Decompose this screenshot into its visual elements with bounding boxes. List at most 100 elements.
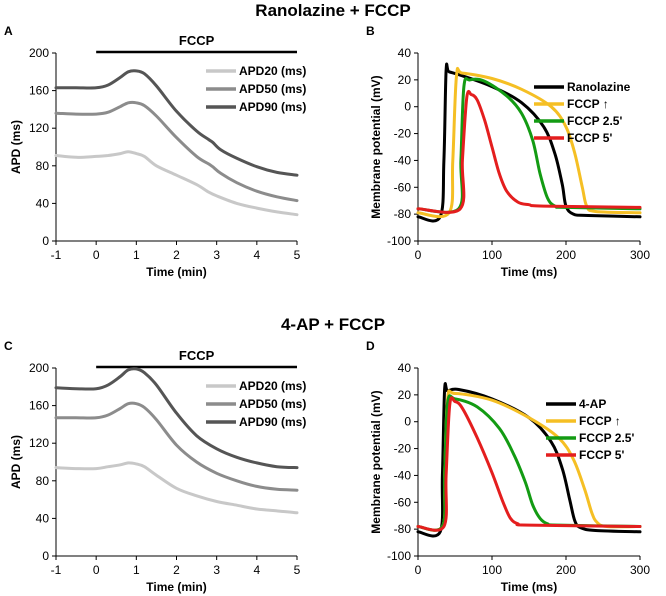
series-line-2 — [54, 69, 299, 177]
panel-letter: C — [4, 339, 13, 353]
y-axis-label: APD (ms) — [9, 435, 23, 489]
x-tick-label: 3 — [213, 248, 220, 262]
x-tick-label: -1 — [51, 563, 62, 577]
y-tick-label: 0 — [404, 100, 411, 114]
x-tick-label: 300 — [630, 563, 650, 577]
legend: Ranolazine FCCP ↑ FCCP 2.5' FCCP 5' — [534, 80, 631, 145]
legend: 4-AP FCCP ↑ FCCP 2.5' FCCP 5' — [546, 397, 634, 462]
x-tick-label: 2 — [173, 248, 180, 262]
legend-label: Ranolazine — [567, 80, 631, 94]
panel-d: D -100 -80 -60 -40 -20 0 20 40 0 100 200 300 Time (ms… — [366, 339, 650, 594]
y-tick-label: 40 — [398, 46, 412, 60]
y-tick-label: -40 — [394, 468, 412, 482]
fccp-bar-label: FCCP — [179, 348, 215, 363]
legend-label: APD90 (ms) — [239, 100, 306, 114]
x-tick-label: 5 — [294, 248, 301, 262]
y-tick-label: -100 — [387, 234, 411, 248]
y-tick-label: 80 — [36, 474, 50, 488]
y-tick-label: -40 — [394, 153, 412, 167]
x-tick-label: 4 — [253, 248, 260, 262]
y-tick-label: 40 — [398, 361, 412, 375]
legend-label: FCCP ↑ — [579, 414, 621, 428]
legend-label: APD20 (ms) — [239, 64, 306, 78]
x-axis-label: Time (ms) — [501, 580, 557, 594]
y-axis-label: Membrane potential (mV) — [369, 390, 383, 533]
row-title-bottom: 4-AP + FCCP — [281, 315, 385, 334]
x-tick-label: 100 — [482, 248, 502, 262]
series-line-2 — [416, 394, 642, 532]
y-tick-label: -80 — [394, 207, 412, 221]
y-tick-label: -100 — [387, 549, 411, 563]
panel-b: B -100 -80 -60 -40 -20 0 20 40 0 100 200 300 Time (ms… — [366, 24, 650, 279]
legend-label: FCCP 2.5' — [579, 431, 634, 445]
series-line-0 — [416, 62, 642, 223]
y-tick-label: 120 — [29, 121, 49, 135]
series-line-0 — [54, 461, 299, 515]
y-tick-label: 160 — [29, 399, 49, 413]
x-tick-label: 200 — [556, 248, 576, 262]
legend: APD20 (ms) APD50 (ms) APD90 (ms) — [206, 379, 306, 429]
x-tick-label: 300 — [630, 248, 650, 262]
x-axis-label: Time (min) — [146, 265, 206, 279]
x-tick-label: -1 — [51, 248, 62, 262]
legend-label: 4-AP — [579, 397, 606, 411]
x-tick-label: 5 — [294, 563, 301, 577]
y-tick-label: 0 — [42, 234, 49, 248]
legend-label: FCCP 5' — [579, 448, 624, 462]
y-tick-label: 200 — [29, 361, 49, 375]
series-line-3 — [416, 90, 642, 214]
y-tick-label: 120 — [29, 436, 49, 450]
x-tick-label: 2 — [173, 563, 180, 577]
legend-label: FCCP 2.5' — [567, 114, 622, 128]
legend: APD20 (ms) APD50 (ms) APD90 (ms) — [206, 64, 306, 114]
y-tick-label: 20 — [398, 73, 412, 87]
row-title-top: Ranolazine + FCCP — [255, 1, 410, 20]
y-axis-label: APD (ms) — [9, 120, 23, 174]
legend-label: APD50 (ms) — [239, 82, 306, 96]
series-line-1 — [416, 66, 642, 219]
x-axis-label: Time (ms) — [501, 265, 557, 279]
y-tick-label: 40 — [36, 196, 50, 210]
y-axis-label: Membrane potential (mV) — [369, 75, 383, 218]
series-line-0 — [54, 150, 299, 217]
x-axis-label: Time (min) — [146, 580, 206, 594]
fccp-bar-label: FCCP — [179, 33, 215, 48]
panel-letter: B — [366, 24, 375, 38]
x-tick-label: 3 — [213, 563, 220, 577]
x-tick-label: 1 — [133, 563, 140, 577]
x-tick-label: 4 — [253, 563, 260, 577]
y-tick-label: -20 — [394, 127, 412, 141]
series-line-1 — [54, 100, 299, 203]
y-tick-label: 0 — [404, 415, 411, 429]
y-tick-label: -80 — [394, 522, 412, 536]
series-line-2 — [54, 367, 299, 470]
x-tick-label: 0 — [415, 563, 422, 577]
x-tick-label: 1 — [133, 248, 140, 262]
x-tick-label: 0 — [93, 563, 100, 577]
x-tick-label: 200 — [556, 563, 576, 577]
y-tick-label: 80 — [36, 159, 50, 173]
y-tick-label: 20 — [398, 388, 412, 402]
y-tick-label: 40 — [36, 511, 50, 525]
legend-label: APD90 (ms) — [239, 415, 306, 429]
legend-label: FCCP 5' — [567, 131, 612, 145]
panel-letter: A — [4, 24, 13, 38]
y-tick-label: 0 — [42, 549, 49, 563]
y-tick-label: -60 — [394, 180, 412, 194]
legend-label: FCCP ↑ — [567, 97, 609, 111]
x-tick-label: 100 — [482, 563, 502, 577]
x-tick-label: 0 — [415, 248, 422, 262]
x-tick-label: 0 — [93, 248, 100, 262]
legend-label: APD20 (ms) — [239, 379, 306, 393]
y-tick-label: -20 — [394, 442, 412, 456]
y-tick-label: 160 — [29, 84, 49, 98]
series-line-1 — [54, 401, 299, 492]
y-tick-label: -60 — [394, 495, 412, 509]
series-line-3 — [416, 396, 642, 532]
y-tick-label: 200 — [29, 46, 49, 60]
panel-letter: D — [366, 339, 375, 353]
legend-label: APD50 (ms) — [239, 397, 306, 411]
